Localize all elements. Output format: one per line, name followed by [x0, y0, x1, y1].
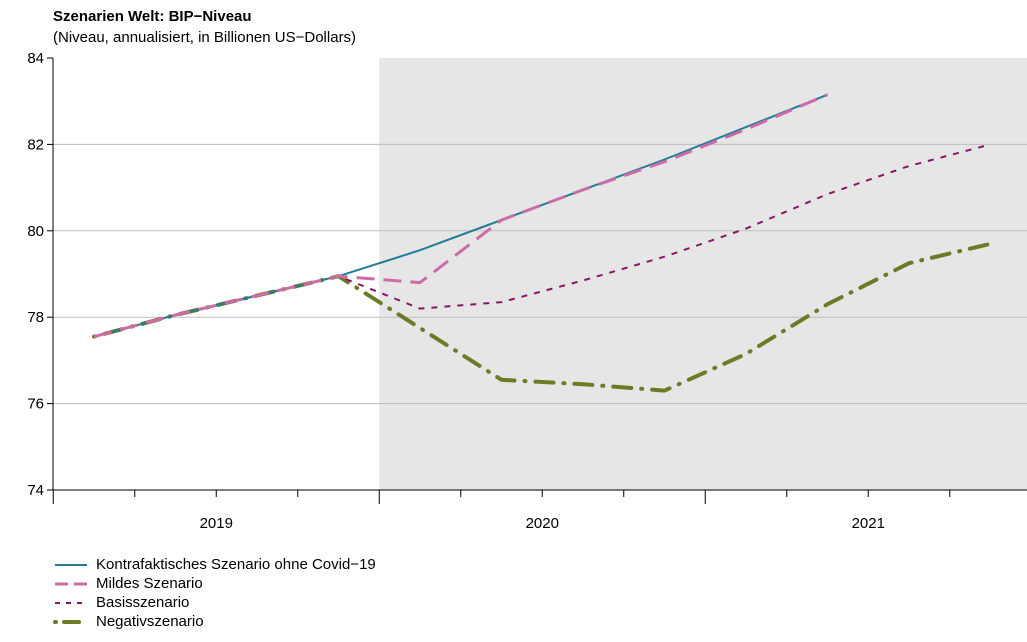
x-tick-label-2020: 2020 [526, 515, 559, 532]
legend-label-counterfactual: Kontrafaktisches Szenario ohne Covid−19 [96, 556, 376, 573]
y-tick-label-82: 82 [27, 136, 44, 153]
legend-label-base: Basisszenario [96, 594, 190, 611]
y-tick-label-84: 84 [27, 50, 44, 67]
line-chart: 74 76 78 80 82 84 2019 2020 2021 [27, 50, 1027, 532]
y-tick-label-74: 74 [27, 482, 44, 499]
y-tick-label-80: 80 [27, 223, 44, 240]
legend-swatch-base [55, 602, 87, 604]
x-tick-label-2019: 2019 [200, 515, 233, 532]
y-tick-label-76: 76 [27, 396, 44, 413]
chart-title: Szenarien Welt: BIP−Niveau [53, 8, 252, 25]
series-mild [93, 93, 829, 339]
legend-swatch-mild [55, 582, 87, 586]
shaded-region [379, 58, 1027, 490]
x-tick-label-2021: 2021 [852, 515, 885, 532]
legend-label-negative: Negativszenario [96, 613, 204, 630]
legend-swatch-negative [53, 620, 89, 624]
legend-label-mild: Mildes Szenario [96, 575, 203, 592]
y-tick-label-78: 78 [27, 309, 44, 326]
legend-swatch-counterfactual [55, 564, 87, 566]
chart-subtitle: (Niveau, annualisiert, in Billionen US−D… [53, 29, 357, 46]
series-counterfactual [93, 93, 828, 338]
